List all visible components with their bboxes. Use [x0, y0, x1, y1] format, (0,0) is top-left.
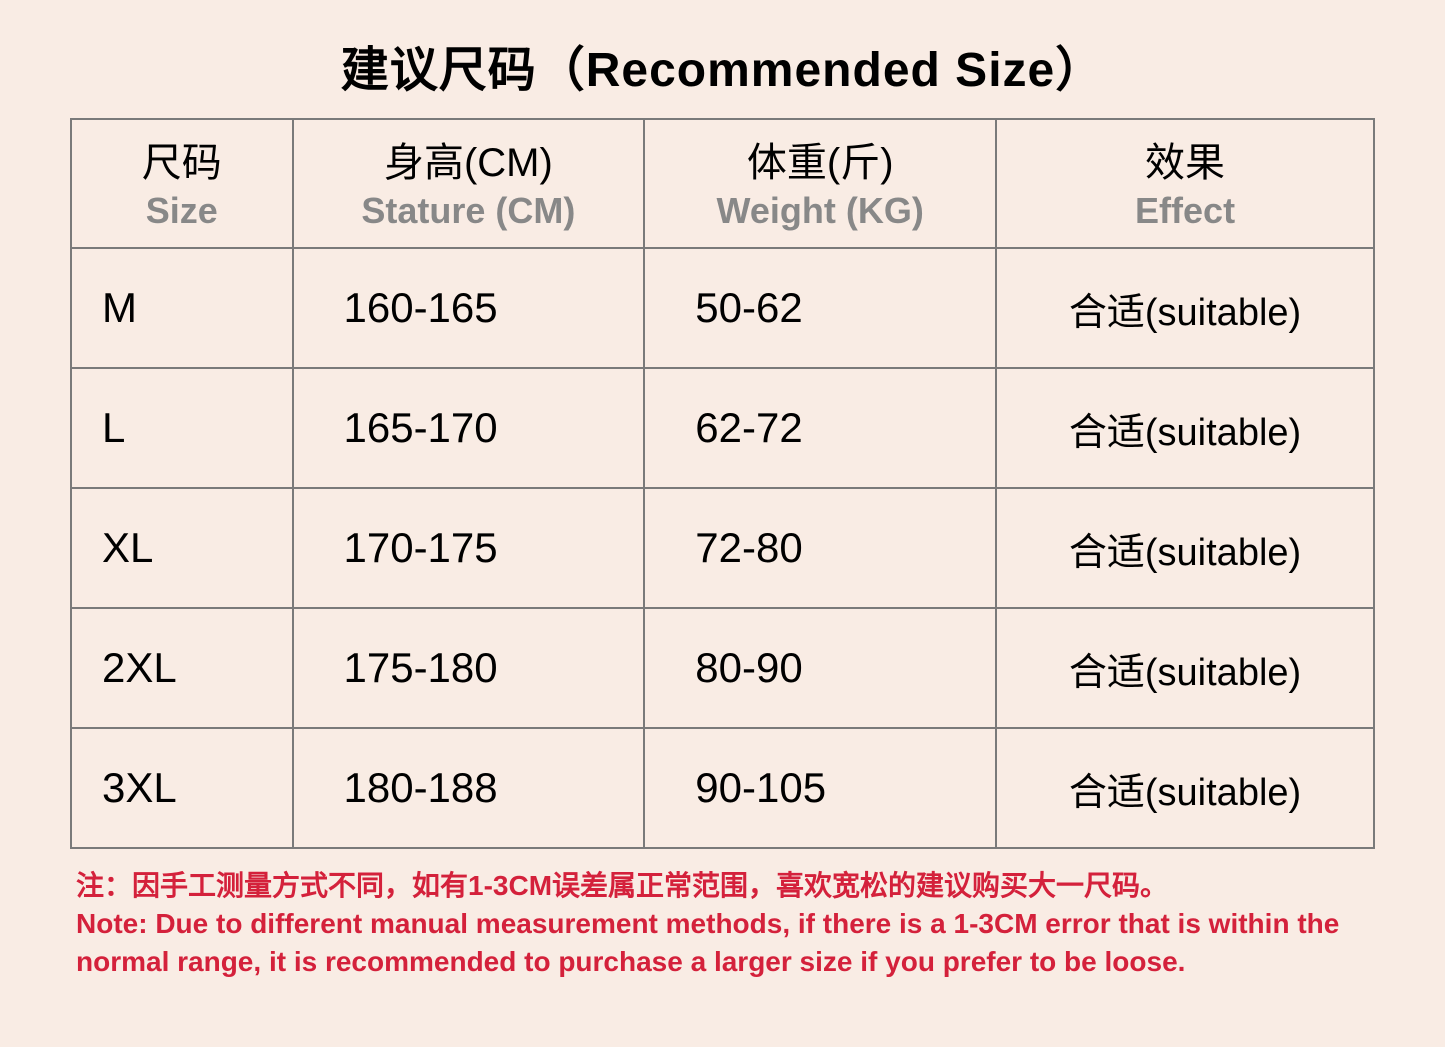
table-row: M 160-165 50-62 合适(suitable) — [71, 248, 1374, 368]
col-header-size-en: Size — [78, 188, 286, 233]
table-row: XL 170-175 72-80 合适(suitable) — [71, 488, 1374, 608]
size-table: 尺码 Size 身高(CM) Stature (CM) 体重(斤) Weight… — [70, 118, 1375, 849]
cell-size: 2XL — [71, 608, 293, 728]
cell-weight: 72-80 — [644, 488, 996, 608]
table-header-row: 尺码 Size 身高(CM) Stature (CM) 体重(斤) Weight… — [71, 119, 1374, 248]
cell-stature: 170-175 — [293, 488, 645, 608]
cell-stature: 160-165 — [293, 248, 645, 368]
footnote-en: Note: Due to different manual measuremen… — [76, 908, 1339, 977]
col-header-weight-en: Weight (KG) — [651, 188, 989, 233]
cell-weight: 62-72 — [644, 368, 996, 488]
cell-weight: 50-62 — [644, 248, 996, 368]
cell-size: L — [71, 368, 293, 488]
cell-effect: 合适(suitable) — [996, 608, 1374, 728]
footnote: 注：因手工测量方式不同，如有1-3CM误差属正常范围，喜欢宽松的建议购买大一尺码… — [70, 867, 1375, 980]
col-header-effect-cn: 效果 — [1003, 138, 1367, 188]
cell-stature: 175-180 — [293, 608, 645, 728]
table-body: M 160-165 50-62 合适(suitable) L 165-170 6… — [71, 248, 1374, 848]
cell-stature: 180-188 — [293, 728, 645, 848]
table-row: 3XL 180-188 90-105 合适(suitable) — [71, 728, 1374, 848]
cell-effect: 合适(suitable) — [996, 488, 1374, 608]
col-header-effect: 效果 Effect — [996, 119, 1374, 248]
page-title: 建议尺码（Recommended Size） — [70, 30, 1375, 100]
footnote-cn: 注：因手工测量方式不同，如有1-3CM误差属正常范围，喜欢宽松的建议购买大一尺码… — [76, 870, 1168, 901]
cell-weight: 80-90 — [644, 608, 996, 728]
cell-weight: 90-105 — [644, 728, 996, 848]
cell-size: M — [71, 248, 293, 368]
cell-effect: 合适(suitable) — [996, 368, 1374, 488]
col-header-size: 尺码 Size — [71, 119, 293, 248]
cell-size: XL — [71, 488, 293, 608]
col-header-effect-en: Effect — [1003, 188, 1367, 233]
cell-effect: 合适(suitable) — [996, 728, 1374, 848]
col-header-weight: 体重(斤) Weight (KG) — [644, 119, 996, 248]
cell-effect: 合适(suitable) — [996, 248, 1374, 368]
col-header-stature: 身高(CM) Stature (CM) — [293, 119, 645, 248]
table-row: L 165-170 62-72 合适(suitable) — [71, 368, 1374, 488]
col-header-weight-cn: 体重(斤) — [651, 138, 989, 188]
col-header-stature-cn: 身高(CM) — [300, 138, 638, 188]
table-row: 2XL 175-180 80-90 合适(suitable) — [71, 608, 1374, 728]
cell-stature: 165-170 — [293, 368, 645, 488]
col-header-size-cn: 尺码 — [78, 138, 286, 188]
cell-size: 3XL — [71, 728, 293, 848]
col-header-stature-en: Stature (CM) — [300, 188, 638, 233]
